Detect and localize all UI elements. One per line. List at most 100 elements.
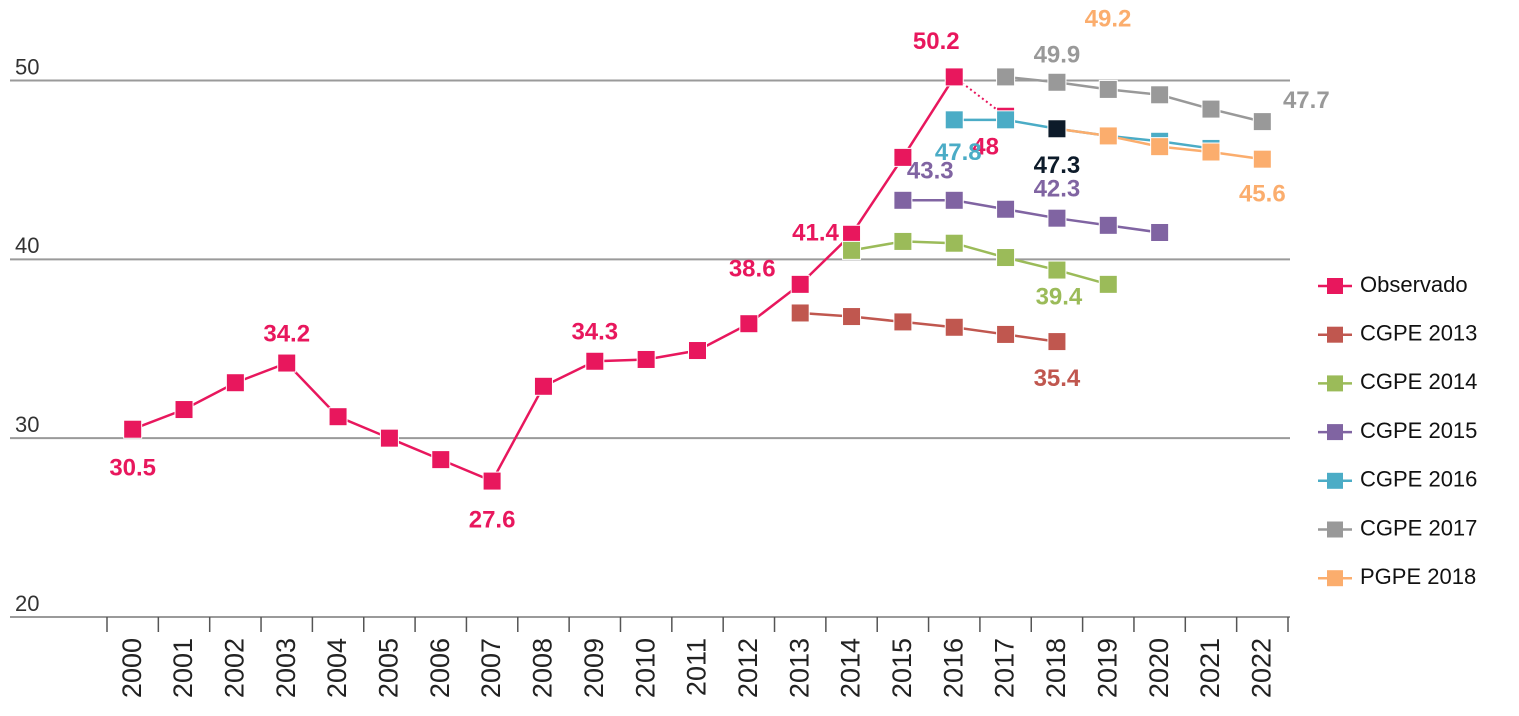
marker — [1150, 222, 1170, 242]
marker — [944, 190, 964, 210]
data-label: 48 — [972, 134, 999, 161]
marker — [1201, 99, 1221, 119]
x-tick-label: 2007 — [476, 638, 506, 698]
data-label: 42.3 — [1034, 176, 1081, 203]
annotation: 49.2 — [1085, 5, 1132, 32]
x-tick-label: 2008 — [528, 638, 558, 698]
series-line — [132, 76, 956, 483]
marker — [482, 471, 502, 491]
legend-marker — [1327, 375, 1343, 392]
marker — [842, 224, 862, 244]
x-tick-label: 2004 — [322, 638, 352, 698]
x-tick-label: 2018 — [1041, 638, 1071, 698]
marker — [123, 419, 143, 439]
data-label: 49.9 — [1034, 42, 1081, 69]
legend-label: CGPE 2013 — [1360, 321, 1477, 346]
x-tick-label: 2001 — [168, 638, 198, 698]
marker — [893, 312, 913, 332]
x-tick-label: 2014 — [836, 638, 866, 698]
data-label: 47.7 — [1283, 87, 1330, 114]
marker — [277, 353, 297, 373]
marker — [739, 314, 759, 334]
x-tick-label: 2002 — [219, 638, 249, 698]
marker — [328, 407, 348, 427]
data-label: 38.6 — [729, 256, 776, 283]
marker — [944, 317, 964, 337]
marker — [1047, 332, 1067, 352]
x-tick-label: 2020 — [1144, 638, 1174, 698]
data-label: 34.3 — [571, 319, 618, 346]
marker — [1047, 260, 1067, 280]
data-label: 47.3 — [1034, 152, 1081, 179]
marker — [379, 428, 399, 448]
x-tick-label: 2010 — [630, 638, 660, 698]
x-tick-label: 2000 — [117, 638, 147, 698]
marker — [996, 67, 1016, 87]
legend-marker — [1327, 326, 1343, 343]
marker — [1201, 142, 1221, 162]
data-label: 50.2 — [913, 28, 960, 55]
legend-marker — [1327, 570, 1343, 587]
marker — [225, 373, 245, 393]
data-label: 27.6 — [469, 506, 516, 533]
marker — [1098, 274, 1118, 294]
marker — [1047, 208, 1067, 228]
marker — [1098, 126, 1118, 146]
series-line — [902, 199, 1160, 234]
marker — [944, 67, 964, 87]
legend-label: Observado — [1360, 272, 1468, 297]
data-label: 45.6 — [1239, 181, 1286, 208]
x-tick-label: 2013 — [784, 638, 814, 698]
marker — [842, 307, 862, 327]
marker — [174, 400, 194, 420]
marker — [1252, 112, 1272, 132]
x-tick-label: 2015 — [887, 638, 917, 698]
marker — [893, 190, 913, 210]
legend-marker — [1327, 472, 1343, 489]
marker — [688, 341, 707, 361]
legend-label: CGPE 2016 — [1360, 467, 1477, 492]
data-label: 30.5 — [109, 455, 156, 482]
series-line — [800, 311, 1058, 343]
marker — [893, 231, 913, 251]
x-tick-label: 2022 — [1246, 638, 1276, 698]
marker — [790, 274, 810, 294]
x-tick-label: 2017 — [990, 638, 1020, 698]
data-label: 41.4 — [792, 220, 839, 247]
x-tick-label: 2003 — [271, 638, 301, 698]
marker — [1047, 72, 1067, 92]
data-label: 34.2 — [263, 320, 310, 347]
data-label: 43.3 — [907, 158, 954, 185]
x-tick-label: 2016 — [938, 638, 968, 698]
legend-marker — [1327, 521, 1343, 538]
marker — [842, 240, 862, 260]
series-line — [1005, 75, 1263, 123]
marker — [996, 248, 1016, 268]
data-label: 35.4 — [1034, 365, 1081, 392]
legend-marker — [1327, 424, 1343, 441]
marker — [431, 450, 451, 470]
series-line — [851, 240, 1109, 286]
marker — [636, 349, 656, 369]
y-tick-label: 40 — [15, 233, 39, 258]
data-label: 39.4 — [1036, 283, 1083, 310]
x-tick-label: 2021 — [1195, 638, 1225, 698]
marker — [996, 324, 1016, 344]
marker — [1047, 119, 1067, 139]
marker — [944, 110, 964, 130]
marker — [790, 303, 810, 323]
data-label: 47.8 — [935, 139, 982, 166]
legend-label: CGPE 2015 — [1360, 418, 1477, 443]
marker — [944, 233, 964, 253]
marker — [1150, 137, 1170, 157]
legend-label: PGPE 2018 — [1360, 564, 1476, 589]
marker — [996, 110, 1016, 130]
legend-label: CGPE 2014 — [1360, 369, 1477, 394]
x-tick-label: 2005 — [374, 638, 404, 698]
y-tick-label: 20 — [15, 591, 39, 616]
marker — [585, 351, 605, 371]
marker — [996, 199, 1016, 219]
legend-marker — [1327, 278, 1343, 294]
marker — [893, 147, 913, 167]
